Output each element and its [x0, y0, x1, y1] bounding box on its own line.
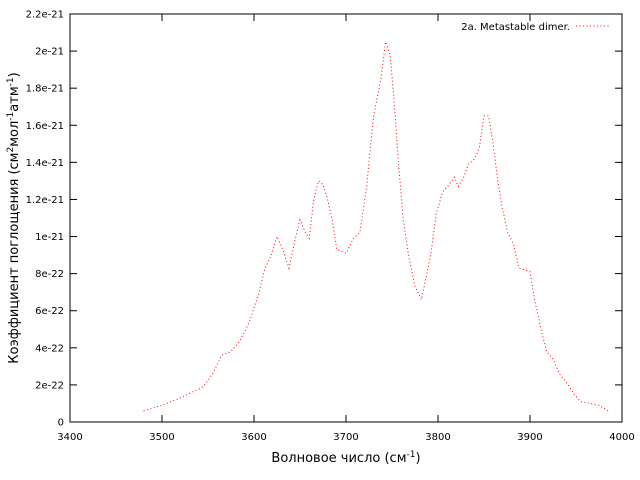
superscript: -1: [6, 77, 16, 86]
x-tick-label: 3600: [241, 432, 266, 443]
y-tick-label: 8e-22: [35, 269, 64, 280]
x-tick-label: 3800: [425, 432, 450, 443]
y-axis-label: Коэффициент поглощения (см2мол-1атм-1): [6, 72, 22, 363]
y-tick-label: 1e-21: [35, 232, 64, 243]
x-tick-label: 3900: [517, 432, 542, 443]
label-text: мол: [7, 121, 22, 147]
label-text: ): [415, 451, 420, 466]
y-tick-label: 1.6e-21: [26, 121, 64, 132]
label-text: Коэффициент поглощения (см: [7, 153, 22, 364]
x-tick-label: 3500: [149, 432, 174, 443]
y-tick-label: 4e-22: [35, 343, 64, 354]
x-tick-label: 3400: [57, 432, 82, 443]
superscript: -1: [407, 450, 416, 460]
y-tick-label: 2e-21: [35, 47, 64, 58]
y-tick-label: 2e-22: [35, 380, 64, 391]
legend-label: 2a. Metastable dimer.: [461, 22, 570, 33]
y-tick-label: 1.4e-21: [26, 158, 64, 169]
x-axis-label: Волновое число (см-1): [271, 450, 420, 466]
plot-frame: [69, 13, 623, 423]
y-tick-label: 1.8e-21: [26, 84, 64, 95]
superscript: -1: [6, 112, 16, 121]
y-tick-label: 6e-22: [35, 306, 64, 317]
label-text: Волновое число (см: [271, 451, 406, 466]
x-tick-label: 4000: [609, 432, 634, 443]
y-tick-label: 2.2e-21: [26, 10, 64, 21]
label-text: атм: [7, 86, 22, 111]
y-tick-label: 1.2e-21: [26, 195, 64, 206]
x-tick-label: 3700: [333, 432, 358, 443]
superscript: 2: [6, 147, 16, 153]
y-tick-label: 0: [58, 418, 64, 429]
label-text: ): [7, 72, 22, 77]
data-line: [143, 41, 609, 412]
